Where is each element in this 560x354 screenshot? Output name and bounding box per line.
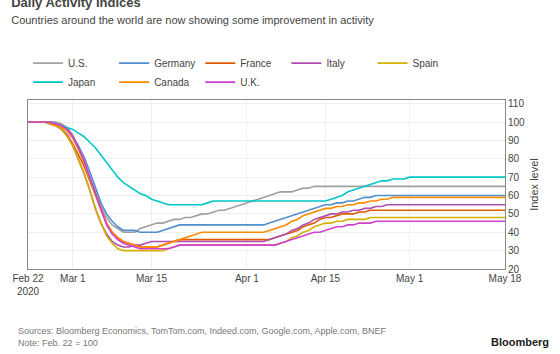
svg-text:Feb 222020: Feb 222020 bbox=[12, 273, 44, 297]
svg-text:100: 100 bbox=[508, 117, 525, 128]
svg-text:Italy: Italy bbox=[326, 58, 344, 69]
svg-text:Mar 15: Mar 15 bbox=[136, 273, 168, 284]
svg-text:30: 30 bbox=[508, 245, 520, 256]
svg-text:Apr 1: Apr 1 bbox=[235, 273, 259, 284]
svg-text:May 18: May 18 bbox=[489, 273, 522, 284]
svg-text:Spain: Spain bbox=[413, 58, 439, 69]
svg-text:France: France bbox=[240, 58, 272, 69]
svg-text:U.K.: U.K. bbox=[240, 77, 259, 88]
svg-text:60: 60 bbox=[508, 190, 520, 201]
svg-text:Sources: Bloomberg Economics,: Sources: Bloomberg Economics, TomTom.com… bbox=[18, 326, 386, 348]
svg-text:Daily Activity IndicesCountrie: Daily Activity IndicesCountries around t… bbox=[11, 0, 374, 26]
svg-text:Bloomberg: Bloomberg bbox=[491, 336, 549, 348]
svg-text:50: 50 bbox=[508, 208, 520, 219]
svg-text:70: 70 bbox=[508, 172, 520, 183]
svg-text:Canada: Canada bbox=[154, 77, 189, 88]
svg-text:40: 40 bbox=[508, 227, 520, 238]
svg-text:Index level: Index level bbox=[528, 158, 540, 211]
svg-text:Germany: Germany bbox=[154, 58, 195, 69]
svg-text:Apr 15: Apr 15 bbox=[311, 273, 341, 284]
svg-text:U.S.: U.S. bbox=[68, 58, 87, 69]
svg-text:Mar 1: Mar 1 bbox=[60, 273, 86, 284]
svg-text:110: 110 bbox=[508, 98, 524, 109]
svg-text:Japan: Japan bbox=[68, 77, 95, 88]
svg-text:90: 90 bbox=[508, 135, 520, 146]
svg-text:May 1: May 1 bbox=[396, 273, 424, 284]
svg-text:20: 20 bbox=[508, 264, 520, 275]
svg-text:80: 80 bbox=[508, 153, 520, 164]
